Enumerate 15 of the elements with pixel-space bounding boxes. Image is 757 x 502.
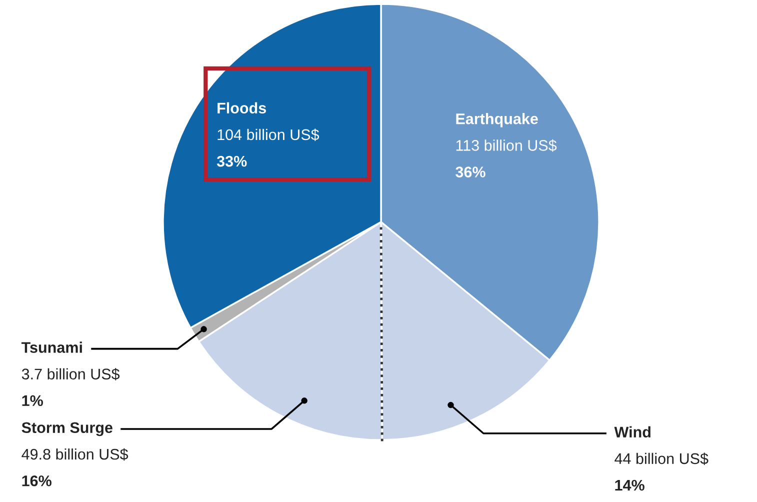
slice-label: Storm Surge [22,422,112,436]
data-label: 44 billion US$ [614,452,708,465]
text: 33% [216,156,247,167]
text: 1% [22,395,43,406]
data-label: 3.7 billion US$ [22,368,120,380]
data-label: 113 billion US$ [456,139,557,152]
slice-label: Floods [218,102,266,114]
text: 36% [456,166,486,178]
slice-label: Wind [614,426,650,438]
data-label: 49.8 billion US$ [22,448,128,461]
text: 14% [615,480,644,491]
slice-label: Tsunami [21,342,82,353]
text: 16% [22,475,52,486]
slice-label: Earthquake [456,113,538,128]
data-label: 104 billion US$ [218,128,320,142]
